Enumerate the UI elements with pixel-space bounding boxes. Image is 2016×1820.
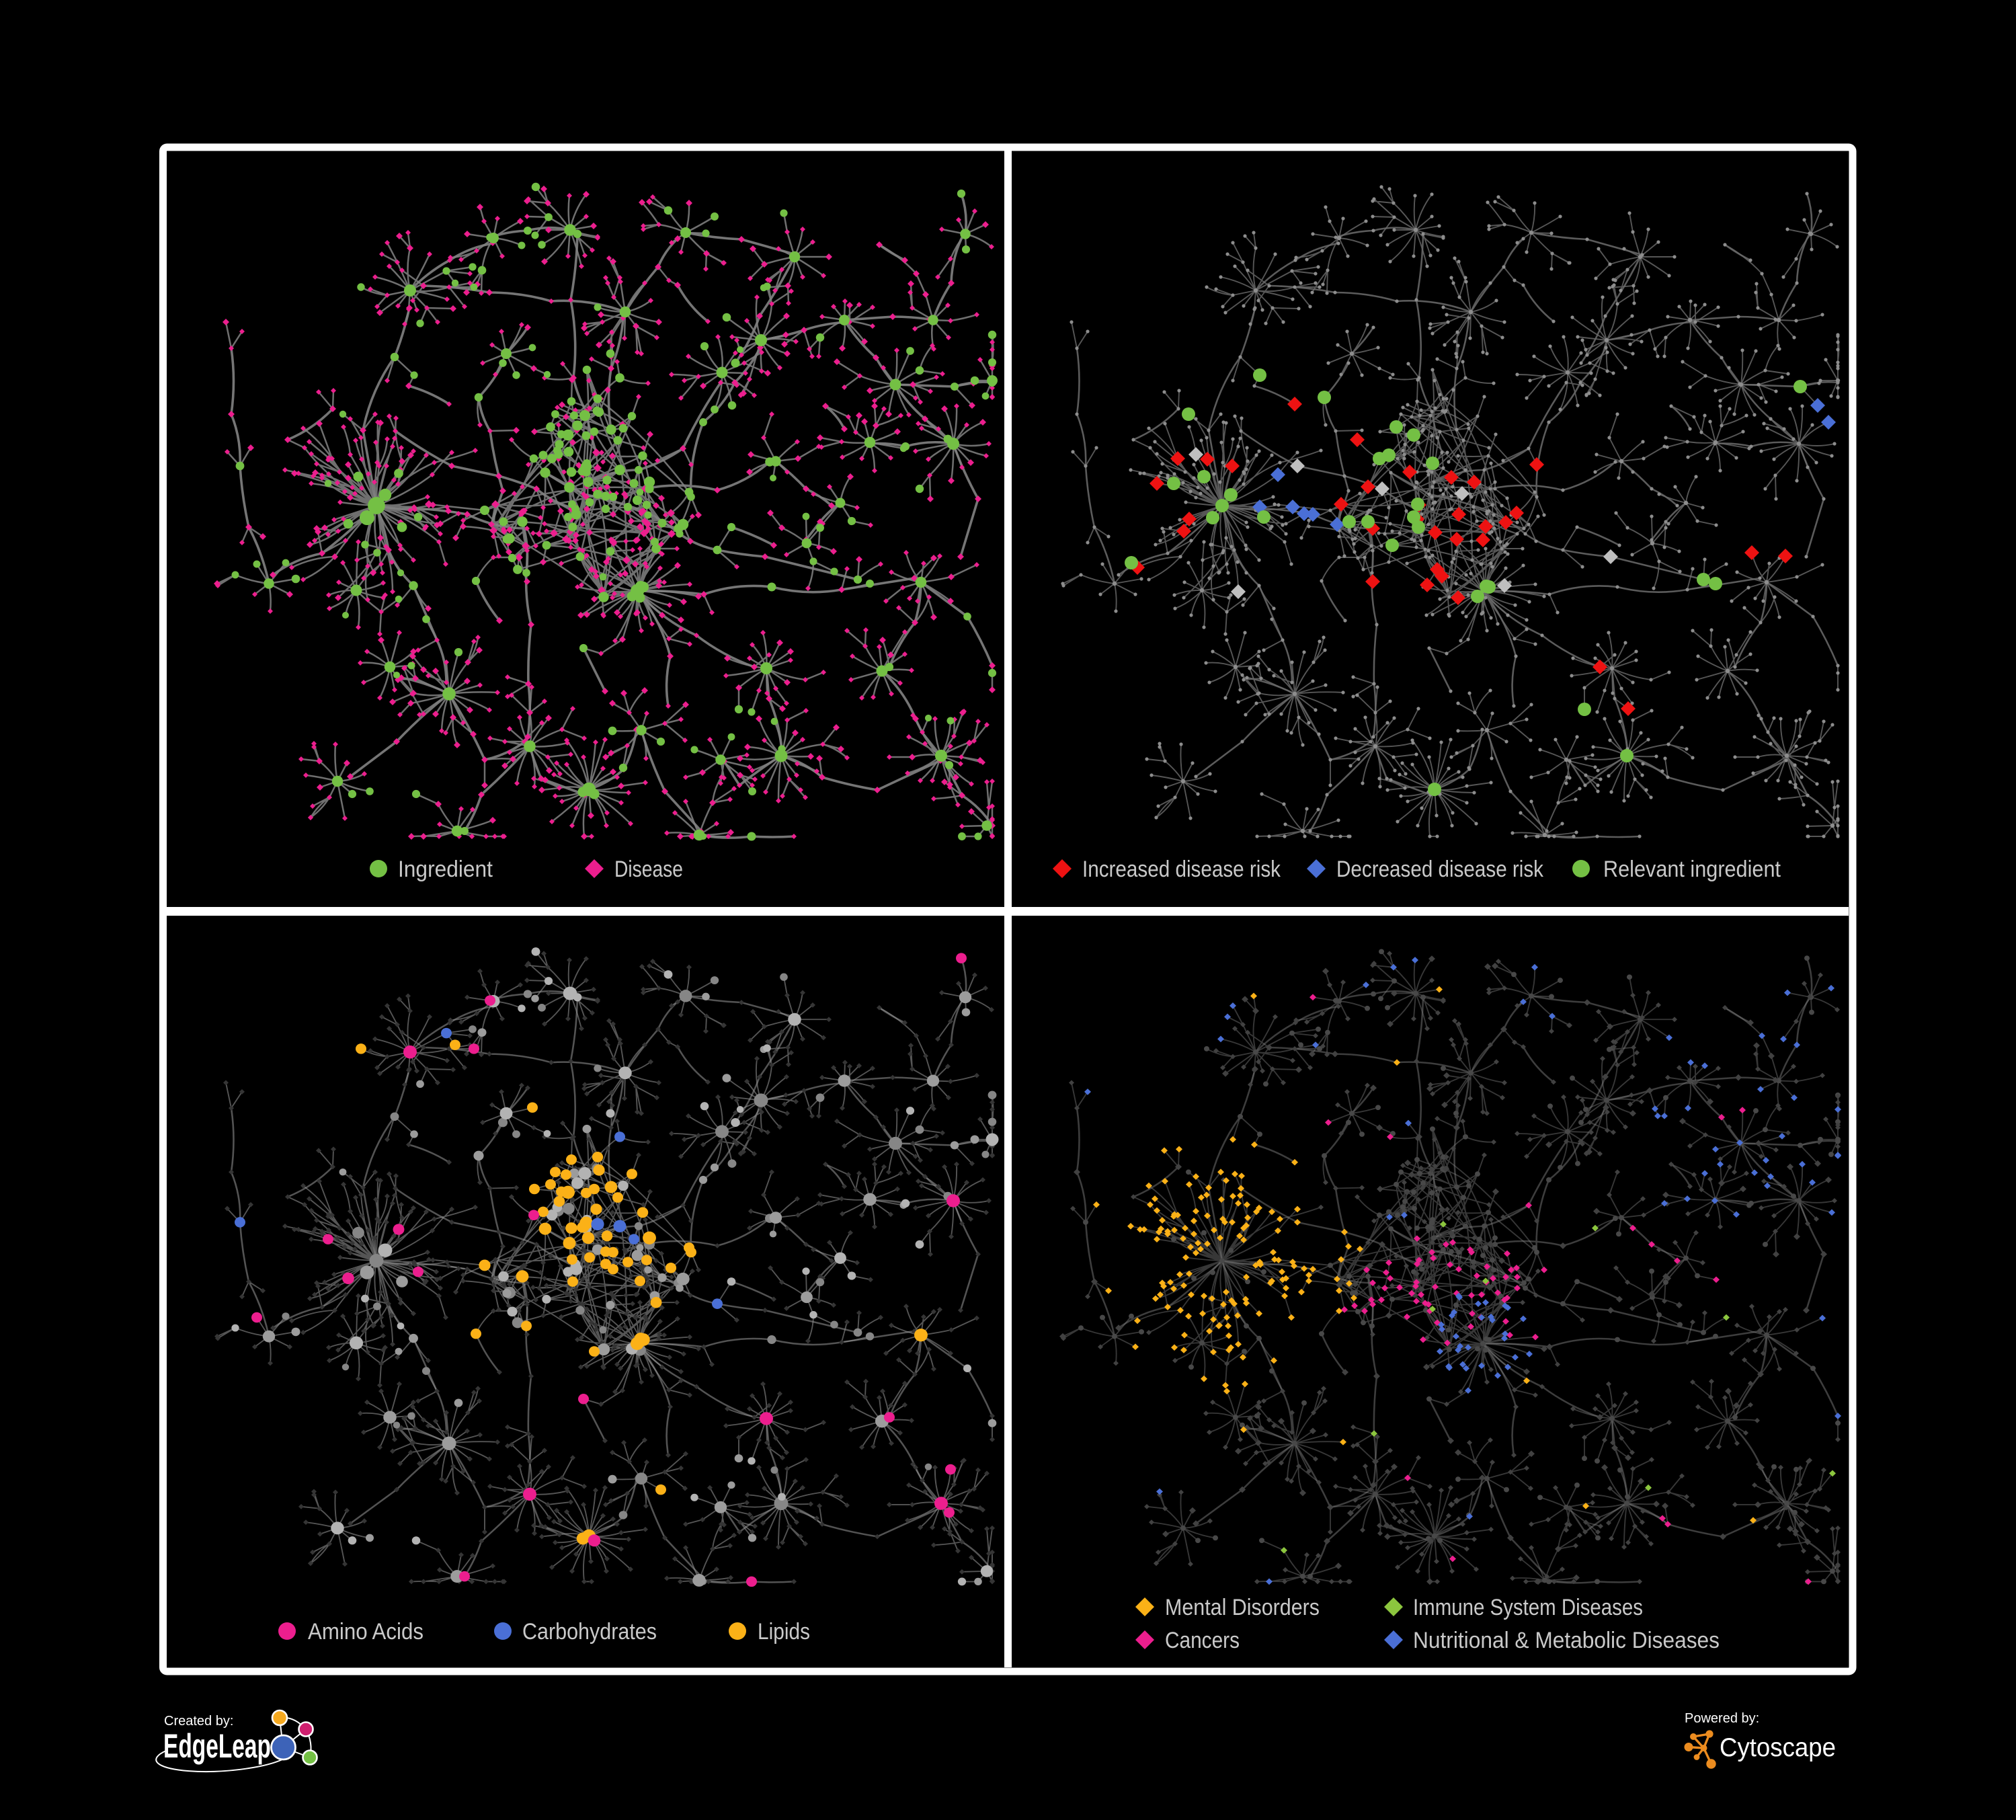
svg-text:Amino Acids: Amino Acids — [308, 1619, 424, 1645]
svg-text:Immune System Diseases: Immune System Diseases — [1413, 1595, 1643, 1620]
svg-text:Increased disease risk: Increased disease risk — [1082, 857, 1281, 882]
svg-text:Nutritional & Metabolic Diseas: Nutritional & Metabolic Diseases — [1413, 1628, 1720, 1653]
svg-text:EdgeLeap: EdgeLeap — [163, 1727, 271, 1765]
svg-text:Cytoscape: Cytoscape — [1720, 1733, 1836, 1762]
svg-text:Mental Disorders: Mental Disorders — [1165, 1595, 1320, 1620]
svg-text:Powered by:: Powered by: — [1685, 1711, 1759, 1726]
svg-text:Created by:: Created by: — [164, 1714, 233, 1729]
svg-text:Ingredient: Ingredient — [398, 857, 493, 882]
svg-text:Decreased disease risk: Decreased disease risk — [1336, 857, 1544, 882]
svg-text:Disease: Disease — [614, 857, 683, 882]
svg-text:Carbohydrates: Carbohydrates — [522, 1619, 657, 1645]
svg-text:Cancers: Cancers — [1165, 1628, 1240, 1653]
svg-text:Relevant ingredient: Relevant ingredient — [1603, 857, 1781, 882]
svg-text:Lipids: Lipids — [758, 1619, 810, 1645]
